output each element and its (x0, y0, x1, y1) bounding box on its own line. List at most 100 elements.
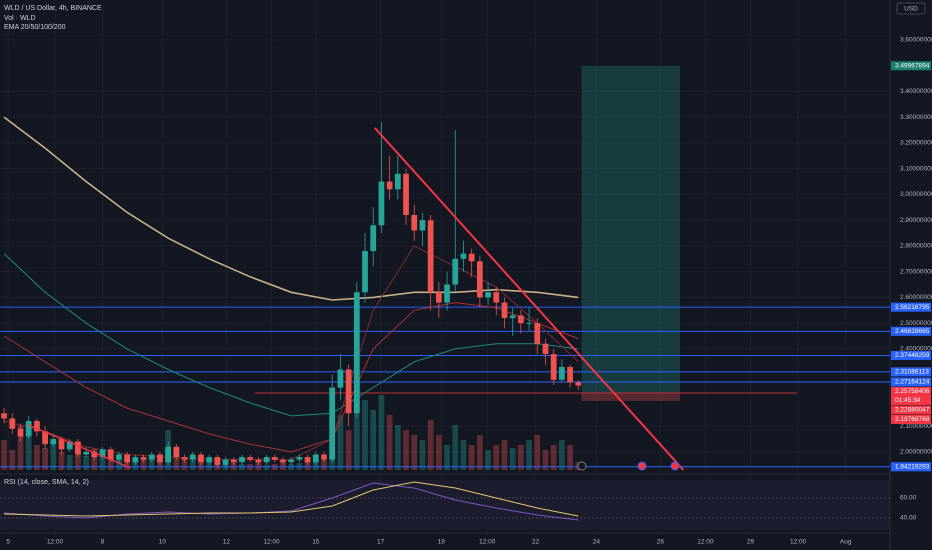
candle-body (575, 382, 582, 386)
trendline (374, 127, 685, 471)
volume-bar (419, 440, 426, 470)
candle-body (1, 413, 7, 419)
candle-body (124, 454, 131, 463)
y-tick-label: 3.40000000 (900, 88, 932, 95)
price-label-box (891, 386, 931, 396)
volume-bar (370, 410, 377, 470)
candle-body (271, 457, 278, 460)
price-label-box (891, 302, 931, 312)
price-label-box (891, 414, 931, 424)
candle-body (9, 418, 16, 429)
candle-body (75, 441, 81, 455)
price-label: 3.49967894 (895, 62, 930, 69)
candle-body (435, 292, 442, 303)
y-tick-label: 2.40000000 (900, 346, 932, 353)
x-tick-label: 10 (159, 539, 167, 546)
volume-bar (501, 440, 508, 470)
volume-bar (173, 450, 180, 470)
volume-bar (34, 445, 40, 470)
volume-bar (468, 445, 475, 470)
candle-body (353, 292, 360, 414)
y-tick-label: 2.80000000 (900, 243, 932, 250)
volume-bar (157, 460, 163, 470)
volume-bar (132, 460, 139, 470)
candle-body (34, 421, 40, 432)
volume-bar (444, 445, 450, 470)
candle-body (222, 459, 229, 465)
rsi-title: RSI (14, close, SMA, 14, 2) (4, 479, 89, 486)
trendline (27, 424, 131, 469)
event-icon[interactable] (637, 461, 647, 471)
x-tick-label: 8 (101, 539, 105, 546)
candle-body (501, 302, 508, 319)
candle-body (534, 323, 541, 344)
candle-body (567, 366, 573, 383)
volume-bar (42, 448, 48, 470)
volume-bar (75, 450, 81, 470)
x-tick-label: 17 (377, 539, 385, 546)
volume-bar (518, 445, 524, 470)
price-label: 2.22880047 (895, 407, 930, 414)
volume-bar (99, 452, 106, 470)
candle-body (526, 323, 532, 324)
volume-bar (83, 456, 89, 470)
volume-bar (394, 425, 401, 470)
candle-body (493, 292, 500, 303)
volume-bar (526, 440, 532, 470)
candle-body (411, 215, 418, 231)
position-profit (581, 65, 681, 393)
volume-bar (206, 462, 213, 470)
candle-body (173, 446, 180, 458)
price-label: 2.19768768 (895, 416, 930, 423)
x-tick-label: 22 (532, 539, 540, 546)
volume-bar (435, 435, 442, 470)
candle-body (362, 251, 368, 293)
candle-body (419, 220, 426, 231)
candle-body (181, 457, 188, 460)
volume-bar (386, 415, 393, 470)
volume-bar (452, 425, 459, 470)
x-tick-label: 12:00 (263, 539, 280, 546)
y-tick-label: 3.20000000 (900, 140, 932, 147)
volume-bar (337, 415, 344, 470)
volume-bar (198, 462, 204, 470)
candle-body (378, 181, 385, 226)
candle-body (452, 258, 459, 285)
candle-body (321, 454, 327, 460)
currency-box[interactable] (896, 2, 926, 15)
candle-body (58, 439, 65, 450)
candle-body (140, 457, 147, 460)
candle-body (329, 387, 336, 460)
price-label: 1.94219293 (895, 464, 930, 471)
event-icon[interactable] (577, 461, 587, 471)
x-tick-label: 12:00 (697, 539, 714, 546)
indicator-label: EMA 20/50/100/200 (4, 24, 66, 31)
volume-bar (1, 440, 7, 470)
countdown-box (891, 395, 931, 405)
x-tick-label: 12 (223, 539, 231, 546)
position-loss (581, 392, 681, 402)
candle-body (370, 225, 377, 252)
x-tick-label: 12:00 (479, 539, 496, 546)
volume-bar (25, 435, 32, 470)
volume-bar (476, 435, 483, 470)
y-tick-label: 2.70000000 (900, 268, 932, 275)
x-tick-label: 26 (657, 539, 665, 546)
candle-body (263, 457, 270, 463)
price-label: 2.27164124 (895, 379, 930, 386)
candle-body (239, 457, 245, 463)
candle-body (394, 173, 401, 190)
candle-body (99, 449, 106, 458)
event-icon[interactable] (670, 461, 680, 471)
candle-body (214, 457, 221, 465)
price-label: 2.56216795 (895, 304, 930, 311)
chart-title: WLD / US Dollar, 4h, BINANCE (4, 5, 102, 12)
y-tick-label: 3.00000000 (900, 191, 932, 198)
volume-bar (58, 452, 65, 470)
currency[interactable]: USD (904, 6, 918, 13)
price-label-box (891, 350, 931, 360)
price-label: 2.25758406 (895, 388, 930, 395)
candle-body (116, 454, 122, 460)
candle-body (230, 459, 237, 463)
rsi-tick-label: 40.00 (900, 515, 917, 522)
